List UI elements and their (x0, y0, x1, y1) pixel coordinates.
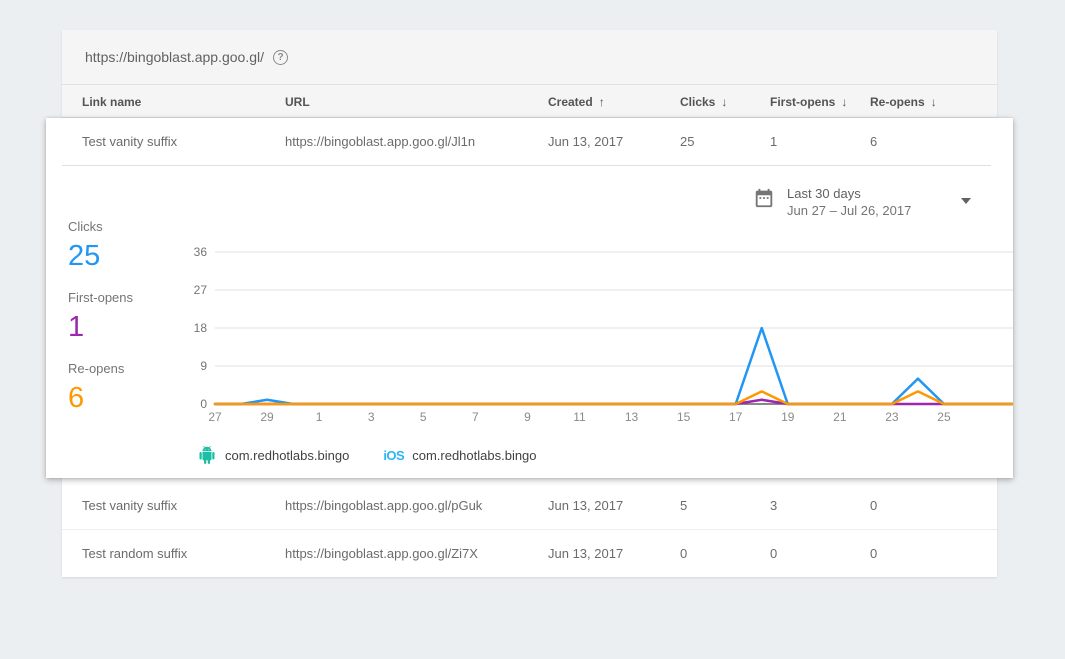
cell-url: https://bingoblast.app.goo.gl/pGuk (285, 497, 483, 513)
x-axis-tick-label: 19 (781, 410, 795, 424)
table-body: Test vanity suffix https://bingoblast.ap… (62, 481, 997, 577)
expanded-link-panel: Test vanity suffix https://bingoblast.ap… (46, 118, 1013, 478)
cell-first-opens: 0 (770, 546, 778, 561)
x-axis-tick-label: 9 (524, 410, 531, 424)
x-axis-tick-label: 5 (420, 410, 427, 424)
column-header-created[interactable]: Created ↑ (548, 94, 605, 109)
chevron-down-icon[interactable] (961, 198, 971, 204)
cell-clicks: 25 (680, 134, 695, 149)
y-axis-tick-label: 18 (194, 321, 208, 335)
y-axis-tick-label: 0 (200, 397, 207, 411)
stats-summary: Clicks 25 First-opens 1 Re-opens 6 (68, 219, 198, 432)
y-axis-tick-label: 36 (194, 245, 208, 259)
chart-legend: com.redhotlabs.bingo iOS com.redhotlabs.… (198, 446, 571, 464)
column-header-url[interactable]: URL (285, 94, 310, 109)
cell-re-opens: 0 (870, 497, 878, 513)
x-axis-tick-label: 11 (573, 410, 586, 424)
x-axis-tick-label: 21 (833, 410, 847, 424)
y-axis-tick-label: 9 (200, 359, 207, 373)
divider (62, 165, 991, 166)
date-range-value: Jun 27 – Jul 26, 2017 (787, 203, 912, 218)
x-axis-tick-label: 13 (625, 410, 639, 424)
cell-first-opens: 1 (770, 134, 778, 149)
cell-created: Jun 13, 2017 (548, 497, 624, 513)
column-header-link-name[interactable]: Link name (82, 94, 142, 109)
x-axis-tick-label: 15 (677, 410, 691, 424)
cell-link-name: Test vanity suffix (82, 497, 178, 513)
cell-link-name: Test vanity suffix (82, 134, 178, 149)
legend-android-label: com.redhotlabs.bingo (225, 447, 350, 463)
cell-clicks: 0 (680, 546, 688, 561)
column-header-clicks[interactable]: Clicks ↓ (680, 94, 728, 109)
calendar-icon (755, 188, 773, 208)
stat-re-opens-label: Re-opens (68, 361, 125, 376)
cell-url: https://bingoblast.app.goo.gl/Jl1n (285, 134, 476, 149)
date-range-selector[interactable]: Last 30 days Jun 27 – Jul 26, 2017 (753, 185, 911, 219)
x-axis-tick-label: 25 (937, 410, 951, 424)
x-axis-tick-label: 17 (729, 410, 743, 424)
cell-created: Jun 13, 2017 (548, 546, 624, 561)
stat-first-opens-label: First-opens (68, 290, 134, 305)
help-icon[interactable]: ? (273, 49, 289, 65)
column-header-re-opens[interactable]: Re-opens ↓ (870, 94, 937, 109)
ios-icon: iOS (383, 447, 405, 463)
x-axis-tick-label: 7 (472, 410, 479, 424)
cell-url: https://bingoblast.app.goo.gl/Zi7X (285, 546, 478, 561)
stat-clicks-value: 25 (68, 240, 101, 272)
x-axis-tick-label: 23 (885, 410, 899, 424)
x-axis-tick-label: 3 (368, 410, 375, 424)
stat-re-opens-value: 6 (68, 382, 85, 414)
x-axis-tick-label: 29 (260, 410, 274, 424)
cell-re-opens: 0 (870, 546, 878, 561)
legend-ios-label: com.redhotlabs.bingo (412, 447, 537, 463)
domain-header: https://bingoblast.app.goo.gl/ ? (62, 30, 997, 85)
android-icon (199, 446, 215, 464)
sort-asc-icon: ↑ (598, 94, 605, 109)
cell-clicks: 5 (680, 497, 688, 513)
table-row[interactable]: Test vanity suffix https://bingoblast.ap… (62, 481, 997, 529)
x-axis-tick-label: 27 (208, 410, 222, 424)
y-axis-tick-label: 27 (194, 283, 208, 297)
legend-item-android: com.redhotlabs.bingo (198, 446, 349, 464)
expanded-table-row[interactable]: Test vanity suffix https://bingoblast.ap… (46, 118, 1013, 165)
table-header: Link name URL Created ↑ Clicks ↓ First-o… (62, 85, 997, 118)
sort-desc-icon: ↓ (841, 94, 848, 109)
cell-re-opens: 6 (870, 134, 878, 149)
x-axis-tick-label: 1 (316, 410, 323, 424)
stat-clicks-label: Clicks (68, 219, 103, 234)
stat-first-opens-value: 1 (68, 311, 85, 343)
cell-created: Jun 13, 2017 (548, 134, 624, 149)
column-header-first-opens[interactable]: First-opens ↓ (770, 94, 848, 109)
domain-url: https://bingoblast.app.goo.gl/ (85, 49, 265, 65)
sort-desc-icon: ↓ (721, 94, 728, 109)
cell-first-opens: 3 (770, 497, 778, 513)
series-re-opens (213, 390, 1013, 406)
sort-desc-icon: ↓ (930, 94, 937, 109)
legend-item-ios: iOS com.redhotlabs.bingo (383, 448, 536, 463)
date-range-preset: Last 30 days (787, 186, 861, 201)
cell-link-name: Test random suffix (82, 546, 188, 561)
table-row[interactable]: Test random suffix https://bingoblast.ap… (62, 529, 997, 577)
